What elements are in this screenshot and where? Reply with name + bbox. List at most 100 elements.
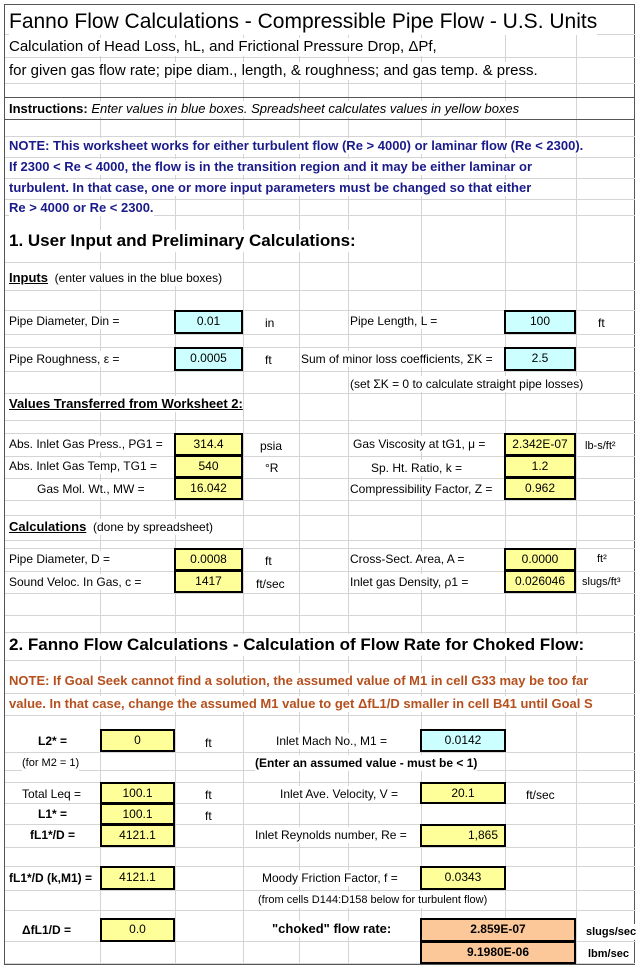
viscosity-label: Gas Viscosity at tG1, μ = xyxy=(353,436,486,452)
inputs-heading-text: Inputs xyxy=(9,270,48,285)
dfl-label: ΔfL1/D = xyxy=(22,922,71,938)
roughness-unit: ft xyxy=(265,352,272,368)
row-line xyxy=(5,178,635,179)
row-line xyxy=(5,515,635,516)
leq-label: Total Leq = xyxy=(22,786,82,802)
l1-value: 100.1 xyxy=(100,803,175,825)
row-line xyxy=(5,347,635,348)
row-line xyxy=(5,157,635,158)
row-line xyxy=(5,752,635,753)
choked-unit-lbm: lbm/sec xyxy=(588,946,629,962)
row-line xyxy=(5,941,635,942)
instructions-label: Instructions: xyxy=(9,101,88,116)
velocity-unit: ft/sec xyxy=(526,787,555,803)
row-line xyxy=(5,478,635,479)
diameter-ft-label: Pipe Diameter, D = xyxy=(9,551,111,567)
row-line xyxy=(5,433,635,434)
note-line-3: turbulent. In that case, one or more inp… xyxy=(9,180,532,196)
calc-heading: Calculations (done by spreadsheet) xyxy=(9,519,214,535)
pipe-length-input[interactable]: 100 xyxy=(504,310,576,334)
mach-note: (Enter an assumed value - must be < 1) xyxy=(255,755,478,771)
friction-label: Moody Friction Factor, f = xyxy=(262,870,398,886)
friction-note: (from cells D144:D158 below for turbulen… xyxy=(258,892,488,908)
pipe-length-unit: ft xyxy=(598,315,605,331)
instructions-text: Enter values in blue boxes. Spreadsheet … xyxy=(91,101,520,116)
column-line xyxy=(348,35,349,963)
sp-ht-label: Sp. Ht. Ratio, k = xyxy=(371,460,463,476)
row-line xyxy=(5,910,635,911)
row-line xyxy=(5,199,635,200)
row-line xyxy=(5,215,635,216)
density-label: Inlet gas Density, ρ1 = xyxy=(350,574,469,590)
diameter-ft-value: 0.0008 xyxy=(174,548,243,571)
minor-loss-note: (set ΣK = 0 to calculate straight pipe l… xyxy=(350,376,584,392)
instructions: Instructions: Enter values in blue boxes… xyxy=(9,101,520,117)
row-line xyxy=(5,420,635,421)
subtitle-1: Calculation of Head Loss, hL, and Fricti… xyxy=(9,38,437,56)
row-line xyxy=(5,540,635,541)
velocity-label: Inlet Ave. Velocity, V = xyxy=(280,786,398,802)
mol-wt-label: Gas Mol. Wt., MW = xyxy=(37,481,145,497)
row-line xyxy=(5,803,635,804)
pipe-diameter-input[interactable]: 0.01 xyxy=(174,310,243,334)
fl1dk-label: fL1*/D (k,M1) = xyxy=(9,870,93,886)
fl1d-value: 4121.1 xyxy=(100,824,175,847)
pressure-label: Abs. Inlet Gas Press., PG1 = xyxy=(9,436,163,452)
compress-label: Compressibility Factor, Z = xyxy=(350,481,493,497)
area-unit: ft² xyxy=(597,551,607,567)
sound-unit: ft/sec xyxy=(256,576,285,592)
sp-ht-value: 1.2 xyxy=(504,455,576,478)
row-line xyxy=(5,615,635,616)
row-line xyxy=(5,847,635,848)
l2-label: L2* = xyxy=(38,733,68,749)
re-label: Inlet Reynolds number, Re = xyxy=(255,827,407,843)
roughness-input[interactable]: 0.0005 xyxy=(174,347,243,371)
row-line xyxy=(5,782,635,783)
l2-note: (for M2 = 1) xyxy=(22,755,80,771)
temp-unit: °R xyxy=(265,460,279,476)
diameter-ft-unit: ft xyxy=(265,553,272,569)
pipe-diameter-label: Pipe Diameter, Din = xyxy=(9,313,120,329)
minor-loss-label: Sum of minor loss coefficients, ΣK = xyxy=(301,351,493,367)
leq-unit: ft xyxy=(205,787,212,803)
l1-unit: ft xyxy=(205,808,212,824)
density-value: 0.026046 xyxy=(504,570,576,593)
choked-flow-lbm: 9.1980E-06 xyxy=(420,941,576,964)
note-line-4: Re > 4000 or Re < 2300. xyxy=(9,200,154,216)
minor-loss-input[interactable]: 2.5 xyxy=(504,347,576,371)
pressure-unit: psia xyxy=(260,438,283,454)
section-1-title: 1. User Input and Preliminary Calculatio… xyxy=(9,230,356,252)
area-value: 0.0000 xyxy=(504,548,576,571)
viscosity-value: 2.342E-07 xyxy=(504,433,576,456)
mach-input[interactable]: 0.0142 xyxy=(420,729,506,752)
choked-unit-slugs: slugs/sec xyxy=(586,924,637,940)
note-line-2: If 2300 < Re < 4000, the flow is in the … xyxy=(9,159,533,175)
row-line xyxy=(5,548,635,549)
choked-label: "choked" flow rate: xyxy=(272,921,392,937)
row-line xyxy=(5,83,635,84)
row-line xyxy=(5,866,635,867)
inputs-note: (enter values in the blue boxes) xyxy=(54,271,223,285)
section-2-note-1: NOTE: If Goal Seek cannot find a solutio… xyxy=(9,673,589,689)
sheet-border xyxy=(4,4,635,965)
row-line xyxy=(5,500,635,501)
row-line xyxy=(5,57,635,58)
fl1dk-value: 4121.1 xyxy=(100,866,175,890)
pipe-length-label: Pipe Length, L = xyxy=(350,313,438,329)
row-line xyxy=(5,136,635,137)
row-line xyxy=(5,371,635,372)
row-line xyxy=(5,963,635,964)
re-value: 1,865 xyxy=(420,824,506,847)
velocity-value: 20.1 xyxy=(420,782,506,804)
viscosity-unit: lb-s/ft² xyxy=(585,438,616,454)
row-line xyxy=(5,290,635,291)
row-line xyxy=(5,715,635,716)
column-line xyxy=(421,35,422,963)
pressure-value: 314.4 xyxy=(174,433,243,456)
row-line xyxy=(5,393,635,394)
sound-label: Sound Veloc. In Gas, c = xyxy=(9,574,142,590)
temp-value: 540 xyxy=(174,455,243,478)
row-line xyxy=(5,262,635,263)
density-unit: slugs/ft³ xyxy=(582,574,621,590)
